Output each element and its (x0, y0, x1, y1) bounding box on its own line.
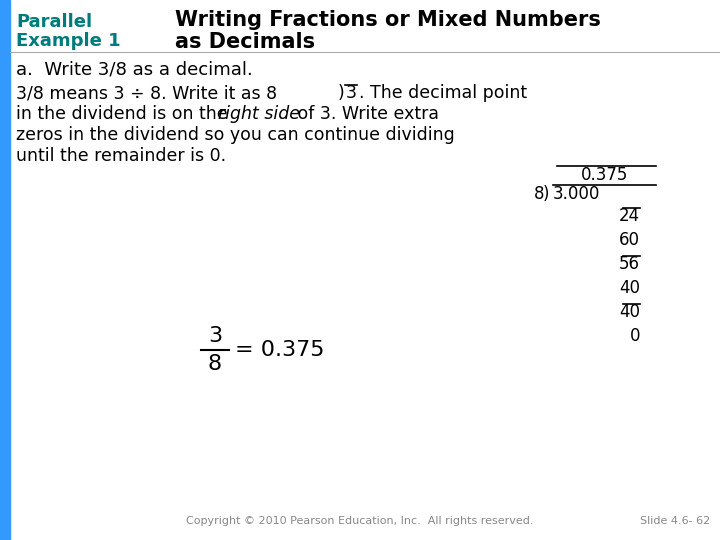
Text: Example 1: Example 1 (16, 32, 121, 50)
Text: Copyright © 2010 Pearson Education, Inc.  All rights reserved.: Copyright © 2010 Pearson Education, Inc.… (186, 516, 534, 526)
Text: 3.000: 3.000 (553, 185, 600, 203)
Bar (0, 0, 10, 540)
Text: zeros in the dividend so you can continue dividing: zeros in the dividend so you can continu… (16, 126, 455, 144)
Text: 24: 24 (619, 207, 640, 225)
Text: 3: 3 (208, 326, 222, 346)
Text: 0: 0 (629, 327, 640, 345)
Text: 0.375: 0.375 (580, 166, 628, 184)
Text: ): ) (338, 84, 345, 102)
Text: a.  Write 3/8 as a decimal.: a. Write 3/8 as a decimal. (16, 60, 253, 78)
Text: 56: 56 (619, 255, 640, 273)
Text: 40: 40 (619, 279, 640, 297)
Text: Writing Fractions or Mixed Numbers: Writing Fractions or Mixed Numbers (175, 10, 601, 30)
Text: right side: right side (218, 105, 300, 123)
Text: 3: 3 (346, 84, 357, 102)
Text: 60: 60 (619, 231, 640, 249)
Text: 8: 8 (208, 354, 222, 374)
Text: ): ) (543, 185, 549, 203)
Text: 3/8 means 3 ÷ 8. Write it as 8: 3/8 means 3 ÷ 8. Write it as 8 (16, 84, 277, 102)
Text: 40: 40 (619, 303, 640, 321)
Text: 8: 8 (534, 185, 544, 203)
Text: = 0.375: = 0.375 (235, 340, 325, 360)
Text: Slide 4.6- 62: Slide 4.6- 62 (640, 516, 710, 526)
Text: of 3. Write extra: of 3. Write extra (292, 105, 439, 123)
Text: . The decimal point: . The decimal point (359, 84, 527, 102)
Text: until the remainder is 0.: until the remainder is 0. (16, 147, 226, 165)
Text: as Decimals: as Decimals (175, 32, 315, 52)
Text: in the dividend is on the: in the dividend is on the (16, 105, 233, 123)
Text: Parallel: Parallel (16, 13, 92, 31)
